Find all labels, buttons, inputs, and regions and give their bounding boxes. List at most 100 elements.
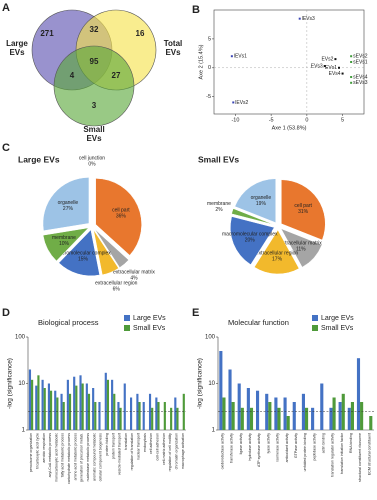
slice-percent: 19% (256, 201, 267, 207)
bar (155, 397, 158, 430)
y-axis-label: Axe 2 (15.4%) (198, 44, 204, 79)
bar (111, 379, 114, 430)
bar (43, 388, 46, 430)
y-axis-label: -log (significance) (197, 358, 204, 409)
bar (332, 397, 336, 430)
y-tick-label: 10 (208, 381, 215, 387)
scatter-point (341, 72, 344, 75)
bar (56, 397, 59, 430)
x-tick-label: transferase activity (230, 433, 234, 463)
slice-label: extracellular matrix (113, 270, 155, 276)
x-tick-label: hydrolase activity (248, 433, 252, 461)
bar (106, 379, 110, 430)
x-tick-label: ATP synthase activity (257, 433, 261, 467)
slice-label: organelle (58, 200, 79, 206)
x-tick-label: nuclear transport (137, 433, 141, 460)
bar (54, 390, 57, 430)
x-tick-label: 5 (341, 117, 344, 123)
legend-label: Small EVs (321, 325, 354, 332)
scatter-point (338, 66, 340, 69)
scatter-point (334, 58, 337, 61)
x-tick-label: GTPase activity (294, 433, 298, 458)
bar (28, 369, 32, 430)
bar (79, 375, 82, 430)
x-tick-label: regulation of translation (130, 433, 134, 470)
bar (277, 407, 281, 430)
bar (138, 402, 141, 430)
y-tick-label: 10 (18, 381, 25, 387)
bar (94, 402, 97, 430)
point-label: EVs4 (329, 71, 341, 77)
pie-slice (58, 229, 100, 277)
plot-frame (213, 9, 365, 115)
x-tick-label: macrophage activation (181, 433, 185, 469)
x-tick-label: oxidoreductase activity (221, 433, 225, 470)
slice-label: cell part (112, 208, 130, 214)
x-tick-label: endocytosis (143, 433, 147, 452)
venn-count: 32 (90, 25, 99, 34)
slice-percent: 4% (130, 276, 138, 282)
bar (148, 393, 152, 430)
bar (231, 402, 235, 430)
legend-label: Large EVs (321, 315, 354, 322)
slice-label: extracellular region (256, 251, 298, 257)
bar (369, 416, 373, 430)
bar (301, 393, 305, 430)
bar (174, 397, 177, 430)
x-axis-label: Axe 1 (53.8%) (272, 125, 307, 131)
x-tick-label: chromatin organization (174, 433, 178, 469)
bar (292, 402, 296, 430)
slice-percent: 20% (245, 238, 256, 244)
point-label: lEVs2 (235, 100, 248, 106)
bar (31, 379, 34, 430)
venn-set-label: Small EVs (83, 125, 104, 143)
slice-label: extracellular matrix (280, 240, 322, 246)
point-label: lEVs3 (302, 16, 315, 22)
bar (92, 388, 95, 430)
point-label: EVs1 (325, 65, 337, 71)
venn-count: 3 (92, 101, 97, 110)
x-tick-label: lyase activity (266, 433, 270, 454)
x-tick-label: cell-cell adhesion (156, 433, 160, 461)
y-axis-label: -log (significance) (7, 358, 14, 409)
slice-percent: 2% (215, 207, 223, 213)
slice-percent: 0% (88, 162, 96, 168)
slice-label: organelle (251, 195, 272, 201)
bar (35, 385, 38, 430)
bar (136, 393, 139, 430)
point-label: EVs3 (311, 63, 323, 69)
slice-percent: 31% (298, 209, 309, 215)
legend-swatch (312, 325, 318, 331)
slice-percent: 15% (78, 257, 89, 263)
pie-slice (280, 228, 323, 268)
bar (360, 402, 364, 430)
bar (350, 402, 354, 430)
bar (228, 369, 232, 430)
bar (176, 407, 179, 430)
pie-slice (42, 227, 90, 262)
pie-slice (95, 178, 142, 256)
bar (219, 350, 223, 430)
scatter-point (350, 55, 353, 58)
slice-label: cell part (294, 203, 312, 209)
slice-percent: 17% (272, 257, 283, 263)
x-tick-label: peroxisome organization (29, 433, 33, 472)
bar (268, 402, 272, 430)
bar (163, 402, 166, 430)
x-tick-label: vesicle-mediated transport (118, 433, 122, 475)
pie-slice (234, 178, 277, 224)
x-tick-label: unfolded protein binding (303, 433, 307, 471)
bar (37, 375, 40, 430)
venn-count: 27 (112, 71, 121, 80)
venn-count: 271 (40, 29, 54, 38)
y-tick-label: -5 (206, 94, 211, 100)
slice-percent: 10% (59, 241, 70, 247)
bar (151, 407, 154, 430)
x-tick-label: peptidase activity (312, 433, 316, 461)
bar (356, 358, 361, 430)
x-tick-label: translation (124, 433, 128, 450)
bar (73, 376, 76, 430)
x-tick-label: aerobic respiration (42, 433, 46, 463)
x-tick-label: translation initiation factor (340, 432, 344, 474)
venn-count: 16 (136, 29, 145, 38)
